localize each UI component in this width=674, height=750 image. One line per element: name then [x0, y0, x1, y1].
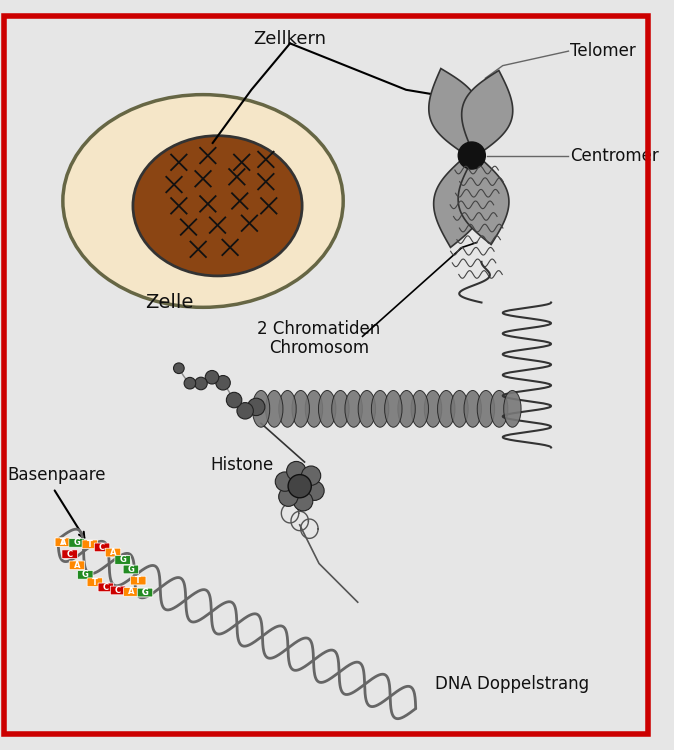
FancyBboxPatch shape — [131, 576, 146, 585]
Ellipse shape — [491, 391, 508, 427]
Polygon shape — [462, 70, 513, 152]
Circle shape — [184, 377, 195, 389]
Text: Centromer: Centromer — [570, 146, 659, 164]
FancyBboxPatch shape — [87, 578, 102, 586]
Text: 2 Chromatiden: 2 Chromatiden — [257, 320, 381, 338]
Ellipse shape — [345, 391, 363, 427]
Text: A: A — [110, 548, 116, 557]
Ellipse shape — [319, 391, 336, 427]
Ellipse shape — [464, 391, 481, 427]
Ellipse shape — [358, 391, 375, 427]
Text: Histone: Histone — [211, 456, 274, 474]
Text: G: G — [127, 565, 134, 574]
Ellipse shape — [279, 391, 296, 427]
Ellipse shape — [305, 391, 323, 427]
Text: T: T — [87, 540, 93, 549]
FancyBboxPatch shape — [115, 556, 130, 564]
Ellipse shape — [411, 391, 429, 427]
Text: DNA Doppelstrang: DNA Doppelstrang — [435, 675, 589, 693]
Text: C: C — [142, 588, 148, 597]
Ellipse shape — [503, 391, 521, 427]
Circle shape — [286, 461, 306, 481]
Text: G: G — [119, 556, 126, 565]
Circle shape — [301, 466, 321, 485]
Text: A: A — [73, 561, 80, 570]
FancyBboxPatch shape — [105, 548, 121, 557]
Circle shape — [278, 487, 298, 506]
Circle shape — [293, 491, 313, 511]
Text: C: C — [99, 543, 105, 552]
Text: Basenpaare: Basenpaare — [7, 466, 106, 484]
FancyBboxPatch shape — [69, 561, 85, 570]
Text: Telomer: Telomer — [570, 42, 636, 60]
Ellipse shape — [252, 391, 270, 427]
FancyBboxPatch shape — [82, 540, 98, 549]
Circle shape — [226, 392, 242, 408]
FancyBboxPatch shape — [137, 588, 153, 597]
Ellipse shape — [266, 391, 283, 427]
Text: C: C — [115, 586, 121, 595]
Ellipse shape — [63, 94, 343, 308]
Text: T: T — [92, 578, 98, 586]
FancyBboxPatch shape — [98, 583, 113, 592]
Ellipse shape — [398, 391, 415, 427]
Text: Chromosom: Chromosom — [269, 339, 369, 357]
Circle shape — [216, 376, 231, 390]
Text: C: C — [67, 550, 73, 559]
Circle shape — [305, 481, 324, 500]
Text: A: A — [128, 587, 135, 596]
FancyBboxPatch shape — [55, 538, 71, 547]
FancyBboxPatch shape — [123, 565, 139, 574]
Polygon shape — [458, 160, 509, 244]
FancyBboxPatch shape — [78, 571, 93, 579]
FancyBboxPatch shape — [94, 543, 110, 552]
Text: G: G — [82, 570, 89, 579]
Text: G: G — [73, 538, 80, 548]
Ellipse shape — [451, 391, 468, 427]
Ellipse shape — [133, 136, 302, 276]
Ellipse shape — [292, 391, 309, 427]
Text: T: T — [135, 576, 141, 585]
Circle shape — [458, 142, 485, 169]
Circle shape — [288, 475, 311, 498]
Text: C: C — [102, 583, 109, 592]
FancyBboxPatch shape — [111, 586, 126, 595]
Polygon shape — [429, 68, 481, 152]
Ellipse shape — [477, 391, 495, 427]
Text: Zelle: Zelle — [145, 292, 193, 312]
Circle shape — [247, 398, 265, 416]
Ellipse shape — [385, 391, 402, 427]
Circle shape — [275, 472, 295, 491]
Ellipse shape — [425, 391, 441, 427]
Text: G: G — [142, 588, 148, 597]
FancyBboxPatch shape — [55, 538, 71, 547]
Circle shape — [206, 370, 219, 384]
Ellipse shape — [371, 391, 389, 427]
FancyBboxPatch shape — [69, 538, 84, 548]
Circle shape — [173, 363, 184, 374]
FancyBboxPatch shape — [62, 550, 78, 559]
Text: A: A — [59, 538, 66, 547]
Text: T: T — [60, 538, 66, 547]
FancyBboxPatch shape — [137, 588, 153, 597]
Circle shape — [195, 377, 207, 390]
Polygon shape — [433, 160, 485, 248]
Ellipse shape — [332, 391, 349, 427]
Ellipse shape — [437, 391, 455, 427]
FancyBboxPatch shape — [123, 587, 139, 596]
Circle shape — [237, 403, 253, 419]
Text: Zellkern: Zellkern — [253, 30, 326, 48]
